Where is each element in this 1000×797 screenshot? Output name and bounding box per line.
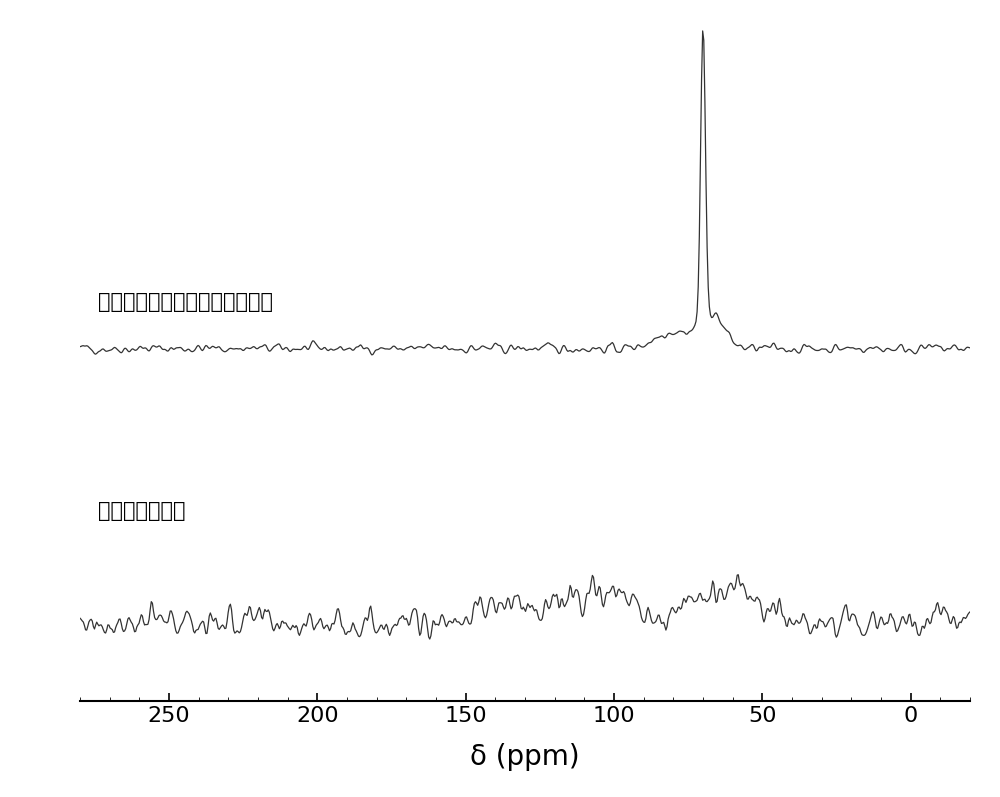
- Text: 胶体硬纳米材料: 胶体硬纳米材料: [98, 501, 185, 521]
- Text: 聚乙二醇功能化胶体硬纳米材料: 聚乙二醇功能化胶体硬纳米材料: [98, 292, 273, 312]
- X-axis label: δ (ppm): δ (ppm): [470, 743, 580, 771]
